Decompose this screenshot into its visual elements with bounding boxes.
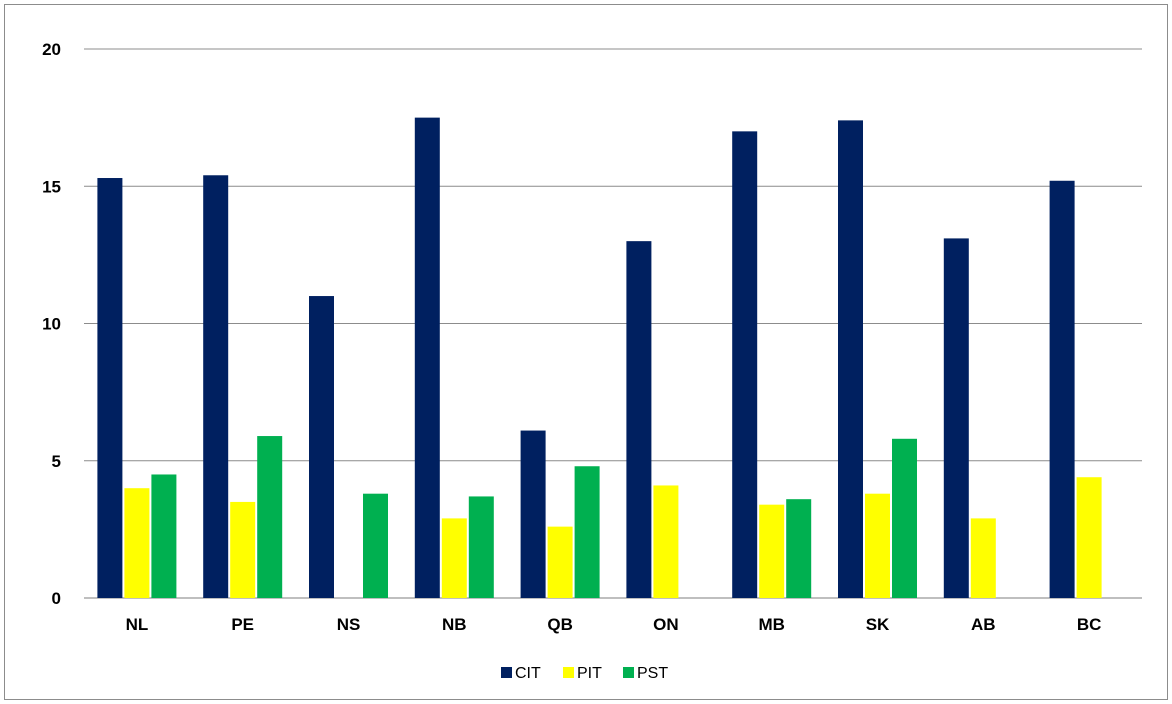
legend-swatch-pit xyxy=(563,667,574,678)
bar-cit-bc xyxy=(1049,180,1075,598)
y-tick-label: 10 xyxy=(42,315,61,334)
x-tick-label: AB xyxy=(971,615,996,634)
x-tick-label: BC xyxy=(1077,615,1102,634)
bar-pit-nl xyxy=(124,488,150,598)
legend-swatch-pst xyxy=(623,667,634,678)
x-tick-label: PE xyxy=(231,615,254,634)
x-tick-label: MB xyxy=(758,615,784,634)
legend-swatch-cit xyxy=(501,667,512,678)
bar-cit-nl xyxy=(97,178,123,598)
bar-pst-pe xyxy=(257,436,283,598)
legend: CIT PIT PST xyxy=(501,665,668,682)
bar-cit-on xyxy=(626,241,652,598)
x-tick-label: NL xyxy=(126,615,149,634)
bar-pit-pe xyxy=(230,501,256,598)
bar-pit-ab xyxy=(970,518,996,598)
x-tick-label: SK xyxy=(866,615,890,634)
y-tick-label: 15 xyxy=(42,177,61,196)
bar-pit-sk xyxy=(865,493,890,598)
y-tick-label: 20 xyxy=(42,40,61,59)
bar-cit-ab xyxy=(943,238,969,598)
bar-pst-nl xyxy=(151,474,177,598)
chart-area: 0 5 10 15 20 NL PE NS NB QB ON MB SK AB BC CIT PIT PST xyxy=(4,4,1168,700)
bar-pst-nb xyxy=(468,496,494,598)
bar-pst-ns xyxy=(363,493,388,598)
y-tick-label: 0 xyxy=(52,589,61,608)
bar-pit-qb xyxy=(547,526,573,598)
bars xyxy=(97,117,1102,599)
x-tick-label: NS xyxy=(337,615,361,634)
bar-cit-mb xyxy=(732,131,758,598)
x-tick-label: ON xyxy=(653,615,679,634)
bar-pst-sk xyxy=(892,438,917,598)
bar-pit-on xyxy=(653,485,679,598)
x-tick-label: NB xyxy=(442,615,467,634)
legend-label-pst: PST xyxy=(637,665,668,682)
bar-cit-nb xyxy=(414,117,440,598)
bar-pit-nb xyxy=(441,518,467,598)
bar-pit-bc xyxy=(1076,477,1102,598)
bar-cit-qb xyxy=(520,430,546,598)
x-tick-label: QB xyxy=(547,615,573,634)
bar-pit-mb xyxy=(759,504,785,598)
bar-chart: 0 5 10 15 20 NL PE NS NB QB ON MB SK AB BC CIT PIT PST xyxy=(42,40,1142,682)
bar-pst-mb xyxy=(786,499,812,598)
bar-cit-pe xyxy=(203,175,229,598)
bar-cit-ns xyxy=(309,296,334,598)
y-tick-label: 5 xyxy=(52,452,61,471)
legend-label-pit: PIT xyxy=(577,665,602,682)
legend-label-cit: CIT xyxy=(515,665,541,682)
bar-pst-qb xyxy=(574,466,600,598)
bar-cit-sk xyxy=(838,120,863,599)
axes: 0 5 10 15 20 NL PE NS NB QB ON MB SK AB BC xyxy=(42,40,1101,634)
